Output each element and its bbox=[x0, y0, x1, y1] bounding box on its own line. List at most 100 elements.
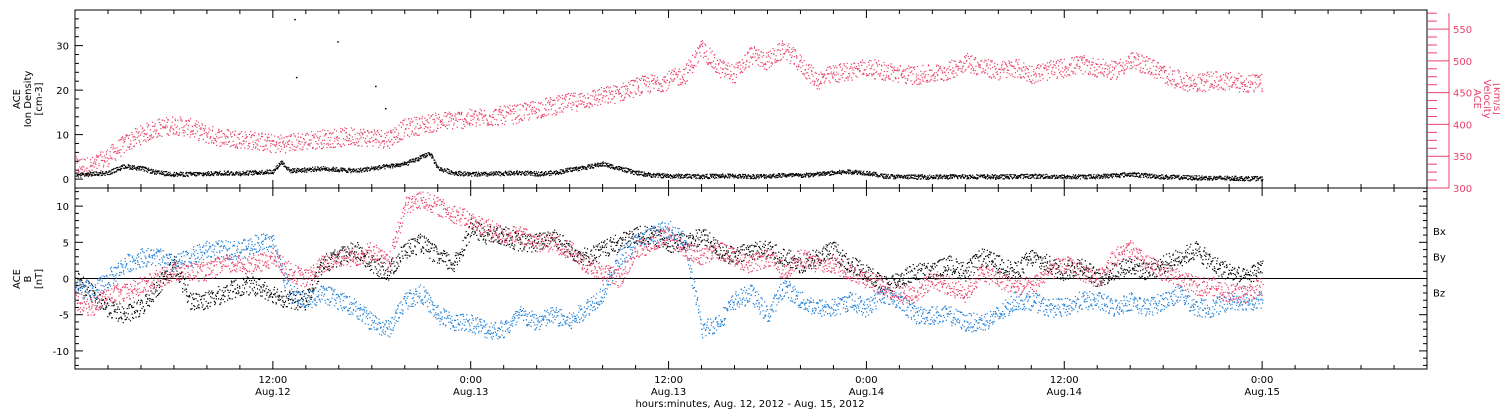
top-panel-frame bbox=[75, 10, 1427, 188]
velocity-series-point bbox=[434, 130, 435, 131]
velocity-series-point bbox=[675, 68, 676, 69]
density-series-point bbox=[676, 174, 677, 175]
velocity-series-point bbox=[732, 82, 733, 83]
velocity-series-point bbox=[985, 69, 986, 70]
velocity-series-point bbox=[286, 146, 287, 147]
velocity-series-point bbox=[1194, 79, 1195, 80]
velocity-series-point bbox=[450, 113, 451, 114]
velocity-series-point bbox=[669, 71, 670, 72]
velocity-series-point bbox=[306, 133, 307, 134]
velocity-series-point bbox=[402, 139, 403, 140]
density-series-point bbox=[414, 159, 415, 160]
velocity-series-point bbox=[724, 76, 725, 77]
velocity-series-point bbox=[1117, 64, 1118, 65]
velocity-series-point bbox=[723, 60, 724, 61]
density-series-point bbox=[179, 173, 180, 174]
velocity-series-point bbox=[883, 62, 884, 63]
velocity-series-point bbox=[1131, 62, 1132, 63]
density-series-point bbox=[475, 174, 476, 175]
velocity-series-point bbox=[535, 111, 536, 112]
velocity-series-point bbox=[916, 76, 917, 77]
velocity-series-point bbox=[395, 139, 396, 140]
density-series-point bbox=[548, 171, 549, 172]
velocity-series-point bbox=[316, 148, 317, 149]
velocity-series-point bbox=[1252, 74, 1253, 75]
velocity-series-point bbox=[166, 117, 167, 118]
velocity-series-point bbox=[612, 94, 613, 95]
velocity-series-point bbox=[538, 116, 539, 117]
velocity-series-point bbox=[203, 139, 204, 140]
velocity-series-point bbox=[1068, 67, 1069, 68]
velocity-series-point bbox=[349, 135, 350, 136]
velocity-series-point bbox=[197, 131, 198, 132]
velocity-series-point bbox=[548, 101, 549, 102]
velocity-series-point bbox=[131, 148, 132, 149]
density-series-point bbox=[493, 175, 494, 176]
density-series-point bbox=[159, 170, 160, 171]
velocity-series-point bbox=[1261, 74, 1262, 75]
velocity-series-point bbox=[400, 122, 401, 123]
velocity-series-point bbox=[766, 52, 767, 53]
velocity-series-point bbox=[748, 67, 749, 68]
velocity-series-point bbox=[1059, 61, 1060, 62]
density-series-point bbox=[247, 170, 248, 171]
velocity-series-point bbox=[336, 130, 337, 131]
density-series-point bbox=[356, 171, 357, 172]
velocity-series-point bbox=[311, 143, 312, 144]
velocity-series-point bbox=[1176, 85, 1177, 86]
velocity-series-point bbox=[662, 86, 663, 87]
density-series-point bbox=[470, 174, 471, 175]
density-series-point bbox=[181, 174, 182, 175]
density-series-point bbox=[157, 173, 158, 174]
velocity-series-point bbox=[1242, 86, 1243, 87]
velocity-series-point bbox=[529, 114, 530, 115]
density-series-point bbox=[395, 167, 396, 168]
density-series-point bbox=[460, 172, 461, 173]
velocity-series-point bbox=[1226, 76, 1227, 77]
velocity-series-point bbox=[1008, 70, 1009, 71]
velocity-series-point bbox=[1035, 81, 1036, 82]
density-series-point bbox=[352, 170, 353, 171]
density-series-point bbox=[574, 170, 575, 171]
velocity-series-point bbox=[284, 145, 285, 146]
velocity-series-point bbox=[816, 78, 817, 79]
velocity-series-point bbox=[476, 122, 477, 123]
velocity-series-point bbox=[249, 143, 250, 144]
velocity-series-point bbox=[90, 162, 91, 163]
velocity-series-point bbox=[910, 72, 911, 73]
velocity-series-point bbox=[324, 135, 325, 136]
velocity-series-point bbox=[399, 139, 400, 140]
density-series-point bbox=[76, 176, 77, 177]
velocity-series-point bbox=[380, 145, 381, 146]
velocity-series-point bbox=[950, 62, 951, 63]
velocity-series-point bbox=[777, 60, 778, 61]
velocity-series-point bbox=[1230, 72, 1231, 73]
velocity-series-point bbox=[779, 43, 780, 44]
density-series bbox=[76, 152, 1264, 181]
velocity-series-point bbox=[378, 147, 379, 148]
density-series-point bbox=[688, 174, 689, 175]
velocity-series-point bbox=[622, 86, 623, 87]
velocity-series-point bbox=[737, 62, 738, 63]
velocity-series-point bbox=[827, 73, 828, 74]
velocity-series-point bbox=[1102, 68, 1103, 69]
velocity-series-point bbox=[1187, 91, 1188, 92]
velocity-series-point bbox=[328, 137, 329, 138]
velocity-series-point bbox=[841, 75, 842, 76]
velocity-series-point bbox=[638, 91, 639, 92]
velocity-series-point bbox=[1064, 59, 1065, 60]
velocity-series-point bbox=[816, 85, 817, 86]
velocity-series-point bbox=[1055, 67, 1056, 68]
velocity-series-point bbox=[330, 144, 331, 145]
velocity-series-point bbox=[1029, 79, 1030, 80]
velocity-series-point bbox=[840, 66, 841, 67]
velocity-series-point bbox=[481, 110, 482, 111]
velocity-series-point bbox=[839, 79, 840, 80]
density-series-point bbox=[567, 168, 568, 169]
velocity-series-point bbox=[273, 141, 274, 142]
velocity-series-point bbox=[1208, 74, 1209, 75]
velocity-series-point bbox=[207, 137, 208, 138]
velocity-series-point bbox=[900, 66, 901, 67]
velocity-series-point bbox=[367, 146, 368, 147]
velocity-series-point bbox=[738, 67, 739, 68]
